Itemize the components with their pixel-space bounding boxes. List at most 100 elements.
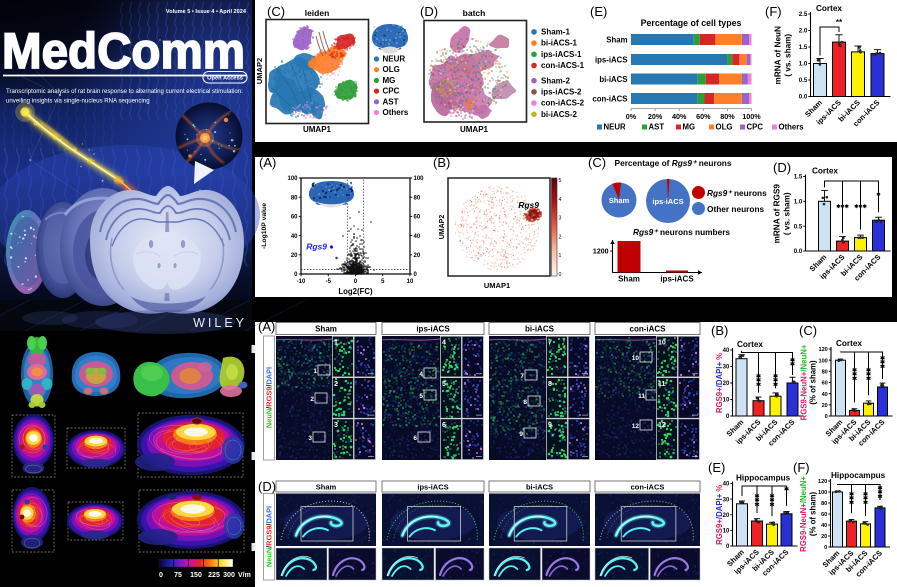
svg-text:mRNA of RGS9: mRNA of RGS9 [773,184,782,244]
svg-text:Others: Others [779,123,805,132]
svg-text:150: 150 [190,572,202,579]
svg-text:OLG: OLG [383,65,400,74]
svg-text:0: 0 [354,279,358,285]
svg-text:0.0: 0.0 [799,94,808,101]
svg-text:ips-iACS-2: ips-iACS-2 [541,88,582,97]
svg-text:CPC: CPC [747,123,764,132]
svg-text:2.0: 2.0 [799,28,808,35]
svg-text:100%: 100% [742,112,761,121]
svg-text:Rgs9⁺ neurons numbers: Rgs9⁺ neurons numbers [633,227,730,237]
svg-text:MG: MG [683,123,696,132]
svg-text:ips-iACS-1: ips-iACS-1 [541,50,582,59]
svg-text:UMAP1: UMAP1 [484,281,510,290]
svg-text:UMAP2: UMAP2 [255,58,264,84]
svg-text:75: 75 [174,572,182,579]
svg-text:( vs. sham): ( vs. sham) [783,192,792,235]
svg-text:2.5: 2.5 [799,11,808,18]
svg-text:(F): (F) [765,4,782,19]
svg-text:40: 40 [414,234,421,240]
svg-text:1.5: 1.5 [794,174,803,181]
svg-text:AST: AST [383,97,399,106]
svg-text:AST: AST [649,123,665,132]
svg-text:(D): (D) [420,4,438,19]
svg-text:NEUR: NEUR [604,123,626,132]
svg-text:0.5: 0.5 [799,77,808,84]
svg-text:2: 2 [310,396,314,403]
svg-text:1: 1 [559,253,562,259]
svg-text:✱✱✱: ✱✱✱ [836,204,849,210]
svg-text:Rgs9⁺ neurons: Rgs9⁺ neurons [707,188,767,198]
svg-text:5: 5 [559,178,562,184]
svg-text:Sham: Sham [618,275,640,284]
svg-text:1.5: 1.5 [799,44,808,51]
svg-text:3: 3 [308,435,312,442]
svg-text:100: 100 [414,176,425,182]
svg-text:ips-iACS: ips-iACS [595,55,628,64]
svg-text:0: 0 [159,572,163,579]
svg-text:(D): (D) [773,160,791,175]
svg-text:0: 0 [414,272,418,278]
svg-text:Other neurons: Other neurons [707,204,765,214]
svg-text:leiden: leiden [305,8,330,18]
svg-text:con-iACS-1: con-iACS-1 [541,61,585,70]
svg-text:bi-iACS: bi-iACS [599,75,627,84]
svg-text:0.0: 0.0 [794,248,803,255]
svg-text:batch: batch [463,8,486,18]
svg-text:100: 100 [287,176,298,182]
svg-text:0: 0 [559,272,562,278]
svg-text:20: 20 [414,253,421,259]
svg-text:225: 225 [208,572,220,579]
svg-text:(A): (A) [259,155,276,170]
svg-text:Cortex: Cortex [816,4,842,13]
svg-text:CPC: CPC [383,87,400,96]
svg-text:4: 4 [559,197,562,203]
svg-text:con-iACS-2: con-iACS-2 [541,99,585,108]
svg-text:NeuN/RGS9/DAPI: NeuN/RGS9/DAPI [265,367,274,428]
svg-text:(C): (C) [588,155,606,170]
svg-text:80: 80 [414,195,421,201]
svg-text:V/m: V/m [238,572,251,579]
svg-text:(C): (C) [267,4,285,19]
svg-text:10: 10 [407,279,414,285]
svg-text:20: 20 [291,253,298,259]
svg-text:0: 0 [294,272,298,278]
svg-text:OLG: OLG [716,123,733,132]
svg-text:-10: -10 [297,279,306,285]
svg-text:(E): (E) [590,4,607,19]
svg-text:(A): (A) [258,319,275,334]
svg-text:( vs. sham): ( vs. sham) [784,34,793,77]
svg-text:Rgs9: Rgs9 [306,242,327,252]
svg-text:UMAP1: UMAP1 [460,125,489,134]
svg-text:Percentage of cell types: Percentage of cell types [641,18,742,28]
svg-text:NEUR: NEUR [383,55,406,64]
svg-text:unveiling insights via single-: unveiling insights via single-nucleus RN… [6,98,150,105]
svg-text:UMAP2: UMAP2 [439,215,446,240]
svg-text:60: 60 [414,215,421,221]
svg-text:mRNA of NeuN: mRNA of NeuN [774,26,783,84]
svg-text:Others: Others [383,108,409,117]
svg-text:Rgs9: Rgs9 [518,200,539,210]
svg-text:1.0: 1.0 [794,199,803,206]
svg-text:Sham: Sham [606,35,627,44]
svg-text:Sham-1: Sham-1 [541,28,570,37]
svg-text:40: 40 [291,234,298,240]
svg-text:-5: -5 [326,279,332,285]
svg-text:1: 1 [313,368,317,375]
svg-text:bi-iACS-1: bi-iACS-1 [541,39,578,48]
svg-text:bi-iACS-2: bi-iACS-2 [541,110,578,119]
svg-text:✱✱✱: ✱✱✱ [854,204,867,210]
svg-text:ips-iACS: ips-iACS [652,197,683,206]
svg-text:5: 5 [381,279,385,285]
svg-text:0.5: 0.5 [794,223,803,230]
svg-text:UMAP1: UMAP1 [303,125,332,134]
svg-text:Cortex: Cortex [812,167,838,176]
svg-text:Open Access: Open Access [207,76,243,82]
svg-text:**: ** [836,18,843,27]
svg-text:ips-iACS: ips-iACS [660,275,694,284]
svg-text:0%: 0% [626,112,637,121]
svg-text:Sham: Sham [315,325,337,334]
svg-text:MG: MG [383,76,396,85]
svg-text:Sham: Sham [609,196,630,205]
svg-text:con-iACS: con-iACS [592,94,627,103]
svg-text:-Log10P value: -Log10P value [261,203,268,249]
